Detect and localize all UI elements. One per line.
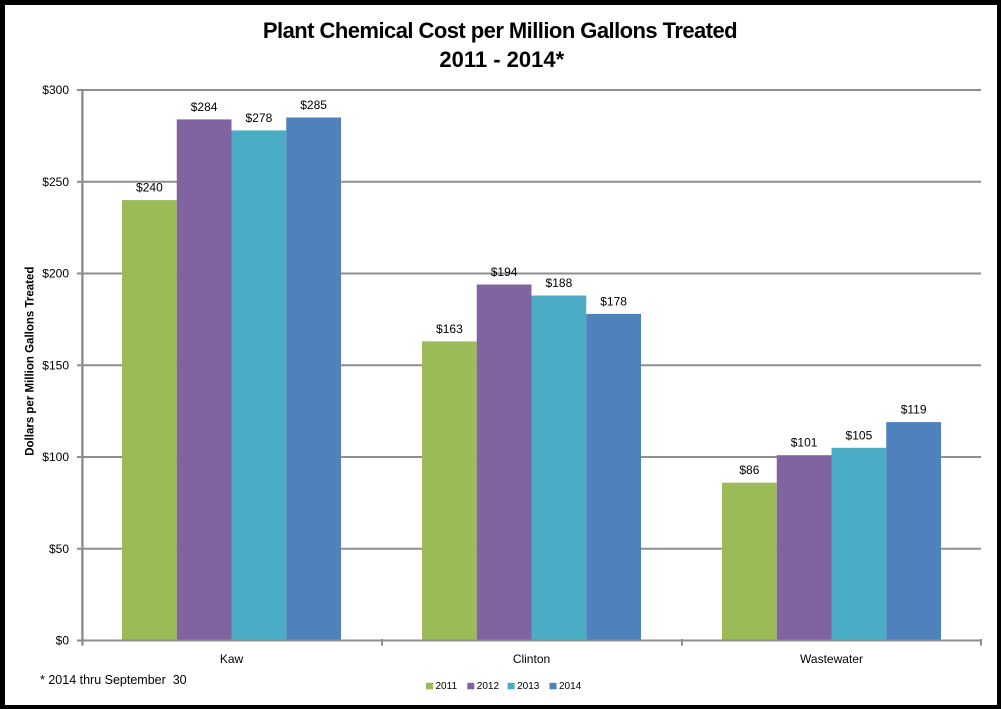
svg-text:* 2014 thru September 30: * 2014 thru September 30: [40, 673, 187, 687]
svg-text:$119: $119: [901, 403, 927, 417]
svg-text:$240: $240: [136, 181, 163, 195]
svg-text:$105: $105: [846, 428, 873, 442]
svg-text:$86: $86: [739, 463, 759, 477]
svg-text:2013: 2013: [517, 681, 540, 692]
svg-text:$101: $101: [791, 436, 818, 450]
svg-text:$300: $300: [42, 83, 69, 97]
svg-text:$188: $188: [546, 276, 573, 290]
svg-text:$194: $194: [491, 265, 518, 279]
svg-text:2014: 2014: [559, 681, 582, 692]
svg-text:$0: $0: [56, 634, 70, 648]
svg-text:$50: $50: [49, 542, 69, 556]
svg-text:$250: $250: [42, 175, 69, 189]
svg-text:$200: $200: [42, 267, 69, 281]
svg-text:2011: 2011: [436, 681, 458, 692]
svg-text:2012: 2012: [477, 681, 500, 692]
svg-text:$278: $278: [246, 111, 273, 125]
svg-text:2011 - 2014*: 2011 - 2014*: [439, 47, 564, 72]
svg-text:Wastewater: Wastewater: [800, 652, 863, 666]
svg-text:$284: $284: [191, 100, 218, 114]
svg-text:$163: $163: [436, 322, 463, 336]
svg-text:$100: $100: [42, 450, 69, 464]
svg-text:$178: $178: [600, 294, 627, 308]
svg-text:$285: $285: [300, 98, 327, 112]
svg-text:Dollars per Million Gallons Tr: Dollars per Million Gallons Treated: [25, 267, 37, 456]
svg-text:$150: $150: [42, 358, 69, 372]
svg-text:Kaw: Kaw: [220, 652, 244, 666]
svg-text:Clinton: Clinton: [513, 652, 550, 666]
svg-text:Plant Chemical Cost per Millio: Plant Chemical Cost per Million Gallons …: [263, 18, 737, 43]
